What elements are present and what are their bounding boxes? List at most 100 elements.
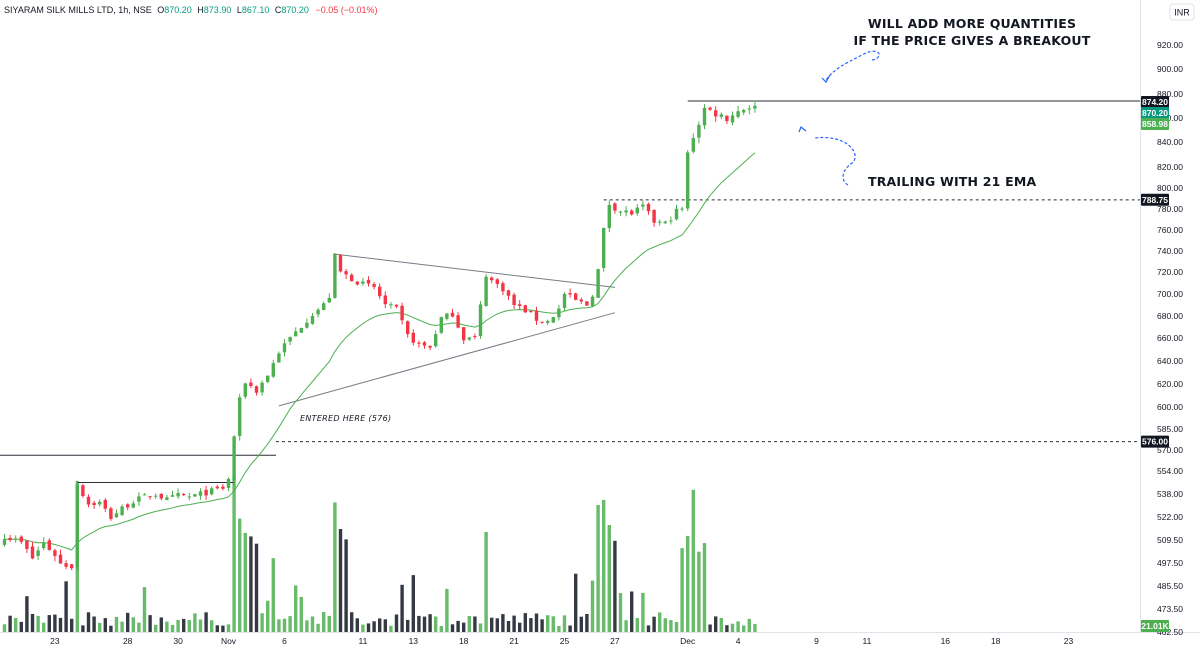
price-tick-label: 680.00 xyxy=(1157,311,1183,321)
candle-body xyxy=(686,152,690,209)
time-tick-label: 30 xyxy=(173,636,183,646)
volume-bar xyxy=(652,616,656,632)
time-tick-label: Nov xyxy=(221,636,237,646)
volume-bar xyxy=(288,616,292,632)
volume-bar xyxy=(30,614,35,632)
candle-body xyxy=(238,397,242,436)
time-tick-label: 13 xyxy=(409,636,419,646)
breakout-note-line1: WILL ADD MORE QUANTITIES xyxy=(868,16,1076,31)
trailing-annotation: TRAILING WITH 21 EMA xyxy=(798,126,1036,189)
volume-bar xyxy=(142,587,147,632)
volume-bar xyxy=(411,575,415,632)
volume-bar xyxy=(467,616,471,632)
candle-body xyxy=(305,322,309,328)
volume-bar xyxy=(686,535,690,632)
volume-bar xyxy=(428,614,432,632)
candle-body xyxy=(574,293,578,300)
volume-bar xyxy=(518,622,522,632)
volume-bar xyxy=(445,588,449,632)
time-tick-label: 11 xyxy=(862,636,871,646)
volume-bar xyxy=(154,624,158,632)
candle-body xyxy=(8,537,12,540)
candle-body xyxy=(428,346,432,348)
breakout-annotation: WILL ADD MORE QUANTITIES IF THE PRICE GI… xyxy=(821,16,1091,83)
volume-bar xyxy=(25,596,29,632)
candle-body xyxy=(316,309,320,315)
volume-bar xyxy=(378,618,382,632)
candle-body xyxy=(154,495,158,497)
candle-body xyxy=(439,317,443,333)
price-tick-label: 509.50 xyxy=(1157,535,1183,545)
price-tick-label: 462.50 xyxy=(1157,627,1183,637)
candle-body xyxy=(98,501,102,505)
volume-bar xyxy=(462,622,466,632)
volume-bar xyxy=(47,615,51,632)
price-tick-label: 900.00 xyxy=(1157,64,1183,74)
volume-bar xyxy=(120,621,124,632)
candle-body xyxy=(372,284,376,287)
volume-bar xyxy=(8,615,12,632)
candle-body xyxy=(366,279,371,284)
time-axis[interactable]: 23 28 30 Nov 6 11 13 18 21 25 27 Dec 4 9 11 16 18 23 xyxy=(50,636,1073,646)
candle-body xyxy=(540,321,544,323)
symbol-name: SIYARAM SILK MILLS LTD, 1h, NSE xyxy=(4,5,152,15)
candle-body xyxy=(462,327,466,341)
candle-body xyxy=(663,221,667,224)
volume-bar xyxy=(14,617,18,632)
candle-body xyxy=(378,286,382,297)
volume-bar xyxy=(400,584,404,632)
candle-body xyxy=(630,210,634,215)
time-tick-label: 25 xyxy=(560,636,570,646)
volume-bar xyxy=(137,622,141,632)
time-tick-label: Dec xyxy=(680,636,696,646)
candlesticks xyxy=(2,100,757,571)
price-tick-label: 840.00 xyxy=(1157,137,1183,147)
volume-bar xyxy=(613,540,617,632)
volume-bar xyxy=(697,551,701,632)
volume-bar xyxy=(299,596,303,632)
breakout-note-line2: IF THE PRICE GIVES A BREAKOUT xyxy=(853,33,1090,48)
volume-bar xyxy=(422,616,427,632)
candle-body xyxy=(702,107,707,126)
candle-body xyxy=(562,293,567,308)
candle-body xyxy=(120,506,124,516)
candle-body xyxy=(249,382,253,386)
candle-body xyxy=(148,496,152,498)
price-tick-label: 554.00 xyxy=(1157,466,1183,476)
currency-button[interactable]: INR xyxy=(1169,3,1195,21)
candle-body xyxy=(182,494,186,496)
volume-bar xyxy=(646,625,651,632)
volume-bar xyxy=(92,616,96,632)
volume-bar xyxy=(103,618,107,632)
candle-body xyxy=(137,496,141,502)
volume-bar xyxy=(624,620,628,632)
price-tick-label: 473.50 xyxy=(1157,604,1183,614)
candle-body xyxy=(30,546,35,559)
candle-body xyxy=(473,336,477,337)
candle-body xyxy=(590,296,595,307)
price-tick-label: 640.00 xyxy=(1157,356,1183,366)
candle-body xyxy=(288,336,292,342)
triangle-upper-line xyxy=(334,253,615,288)
ema-line xyxy=(4,152,756,551)
candle-body xyxy=(299,328,303,333)
candle-body xyxy=(708,107,712,110)
time-tick-label: 21 xyxy=(509,636,519,646)
candle-body xyxy=(467,337,471,340)
volume-bar xyxy=(406,619,410,632)
candle-body xyxy=(159,494,163,499)
candle-body xyxy=(254,386,259,393)
candle-body xyxy=(310,316,315,324)
candle-body xyxy=(747,108,751,110)
time-tick-label: 28 xyxy=(123,636,133,646)
price-axis[interactable]: 920.00 900.00 880.00 860.00 840.00 820.00 800.… xyxy=(1157,40,1183,637)
volume-bar xyxy=(338,529,343,632)
volume-bar xyxy=(568,625,572,632)
volume-bar xyxy=(618,593,623,632)
volume-bar xyxy=(344,539,348,632)
volume-bar xyxy=(641,592,645,632)
volume-bar xyxy=(669,620,673,632)
candle-body xyxy=(126,504,130,508)
volume-bar xyxy=(590,580,595,632)
